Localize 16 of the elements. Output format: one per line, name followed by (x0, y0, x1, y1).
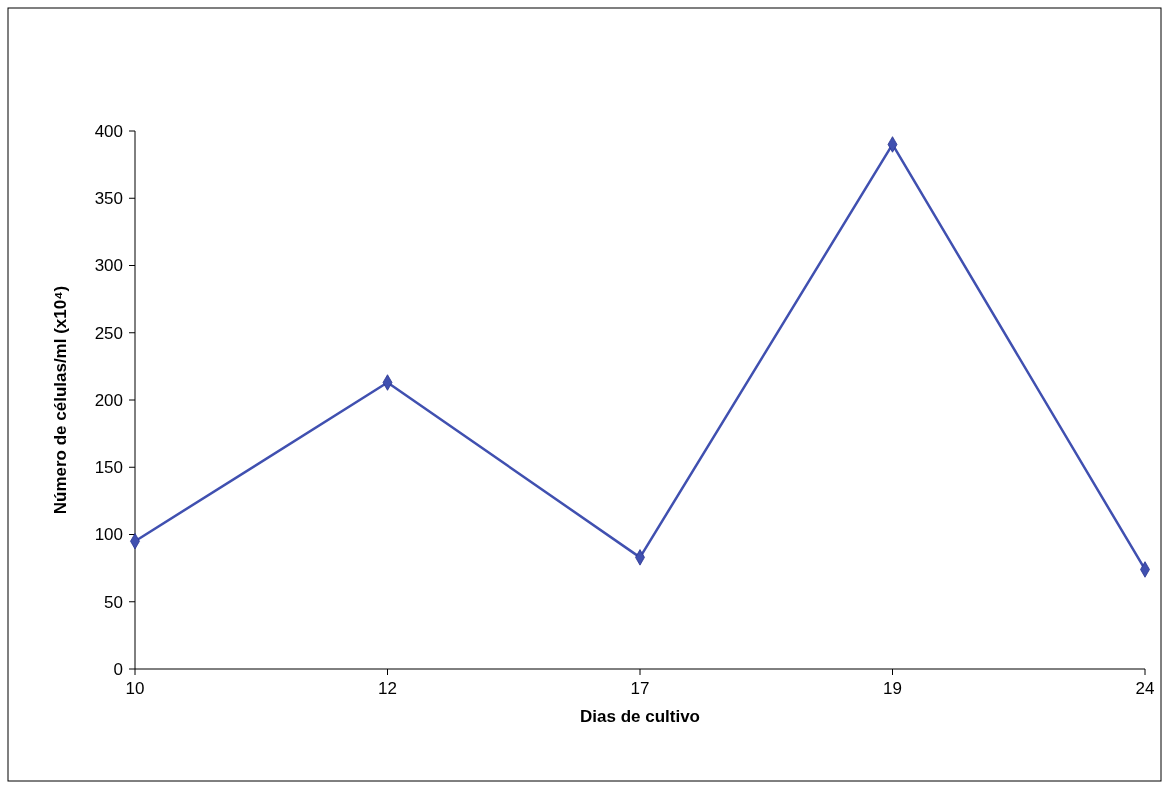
y-tick-label: 300 (94, 256, 123, 276)
y-tick-label: 100 (94, 525, 123, 545)
x-tick-label: 19 (883, 679, 902, 698)
y-tick-label: 150 (94, 458, 123, 478)
x-axis-title: Dias de cultivo (580, 707, 700, 726)
x-tick-label: 12 (378, 679, 397, 698)
y-axis-title: Número de células/ml (x10⁴) (51, 285, 70, 515)
y-tick-label: 350 (94, 189, 123, 209)
x-tick-label: 10 (125, 679, 145, 698)
y-tick-label: 250 (94, 323, 123, 343)
y-tick-label: 50 (104, 592, 123, 612)
y-tick-label: 400 (94, 121, 123, 141)
y-tick-label: 0 (113, 659, 123, 679)
y-tick-label: 200 (94, 390, 123, 410)
x-tick-label: 17 (630, 679, 650, 698)
x-tick-label: 24 (1135, 679, 1155, 698)
